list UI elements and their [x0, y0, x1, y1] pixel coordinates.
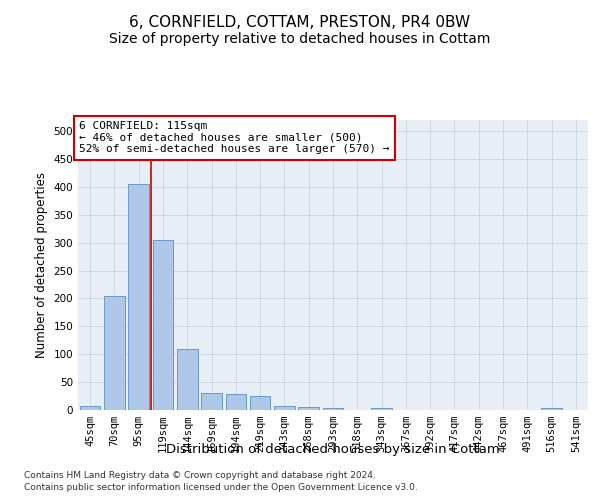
Text: Contains HM Land Registry data © Crown copyright and database right 2024.: Contains HM Land Registry data © Crown c…: [24, 471, 376, 480]
Bar: [323, 408, 343, 410]
Bar: [104, 296, 125, 410]
Text: Size of property relative to detached houses in Cottam: Size of property relative to detached ho…: [109, 32, 491, 46]
Bar: [541, 408, 562, 410]
Bar: [250, 396, 271, 410]
Bar: [128, 184, 149, 410]
Bar: [226, 394, 246, 410]
Bar: [201, 394, 222, 410]
Bar: [274, 406, 295, 410]
Bar: [177, 348, 197, 410]
Text: 6 CORNFIELD: 115sqm
← 46% of detached houses are smaller (500)
52% of semi-detac: 6 CORNFIELD: 115sqm ← 46% of detached ho…: [79, 121, 390, 154]
Bar: [371, 408, 392, 410]
Bar: [80, 406, 100, 410]
Text: Contains public sector information licensed under the Open Government Licence v3: Contains public sector information licen…: [24, 484, 418, 492]
Y-axis label: Number of detached properties: Number of detached properties: [35, 172, 48, 358]
Text: 6, CORNFIELD, COTTAM, PRESTON, PR4 0BW: 6, CORNFIELD, COTTAM, PRESTON, PR4 0BW: [130, 15, 470, 30]
Bar: [152, 240, 173, 410]
Text: Distribution of detached houses by size in Cottam: Distribution of detached houses by size …: [166, 442, 500, 456]
Bar: [298, 406, 319, 410]
